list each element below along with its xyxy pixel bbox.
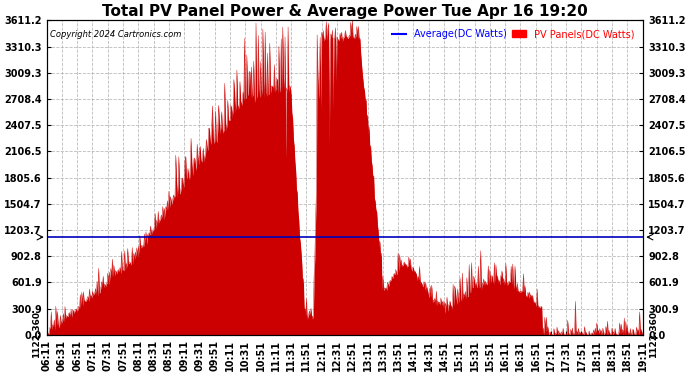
Legend: Average(DC Watts), PV Panels(DC Watts): Average(DC Watts), PV Panels(DC Watts) — [388, 25, 638, 43]
Text: Copyright 2024 Cartronics.com: Copyright 2024 Cartronics.com — [50, 30, 181, 39]
Text: 1122.360: 1122.360 — [649, 311, 658, 358]
Text: 1122.360: 1122.360 — [32, 311, 41, 358]
Title: Total PV Panel Power & Average Power Tue Apr 16 19:20: Total PV Panel Power & Average Power Tue… — [102, 4, 588, 19]
